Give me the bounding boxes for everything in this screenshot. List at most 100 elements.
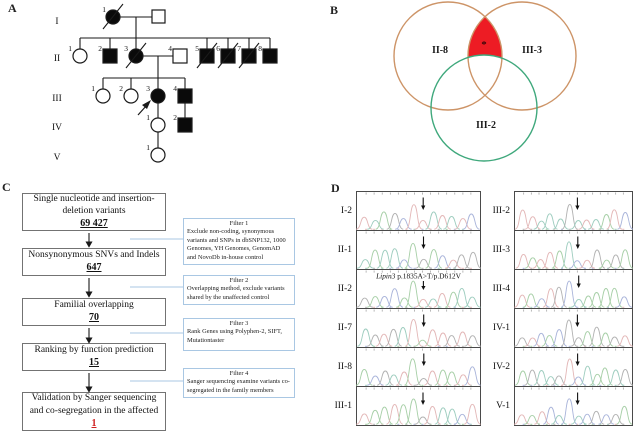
- chromatogram-row-II-7: II-7: [322, 308, 481, 348]
- chromatogram-trace: [356, 386, 481, 426]
- individual-number: 1: [146, 143, 150, 152]
- flow-step-1: Single nucleotide and insertion-deletion…: [22, 193, 166, 231]
- individual-number: 1: [68, 44, 72, 53]
- chromatogram-trace: [356, 191, 481, 231]
- chromatogram-row-label: IV-1: [492, 323, 510, 333]
- flow-step-count: 647: [86, 262, 102, 274]
- individual-number: 3: [146, 84, 150, 93]
- chromatogram-row-label: IV-2: [492, 362, 510, 372]
- variant-annotation: Lipin3 p.1835A>T/p.D612V: [375, 272, 462, 281]
- variant-arrow-icon: [575, 197, 580, 210]
- individual-number: 1: [102, 5, 106, 14]
- chromatogram-row-label: III-4: [492, 284, 510, 294]
- chromatogram-row-IV-1: IV-1: [482, 308, 633, 348]
- chromatogram-row-label: II-1: [337, 245, 352, 255]
- chromatogram-row-I-2: I-2: [322, 191, 481, 231]
- variant-arrow-icon: [575, 392, 580, 405]
- chromatogram-row-label: II-2: [337, 284, 352, 294]
- chromatogram-row-IV-2: IV-2: [482, 347, 633, 387]
- generation-label: II: [54, 54, 60, 64]
- intersection-asterisk: *: [481, 39, 487, 51]
- individual-number: 2: [173, 113, 177, 122]
- generation-label: V: [54, 153, 61, 163]
- individual-number: 1: [91, 84, 95, 93]
- chromatogram-row-V-1: V-1: [482, 386, 633, 426]
- chromatogram-trace: [356, 308, 481, 348]
- individual-numbers: 1 1 2 3 4 5 6 7 8 1 2 3 4 1 2 1: [68, 5, 262, 152]
- flow-step-4: Ranking by function prediction 15: [22, 343, 166, 371]
- individual-number: 2: [98, 44, 102, 53]
- filter-text: Overlapping method, exclude variants sha…: [187, 285, 285, 301]
- chromatogram-row-label: II-7: [337, 323, 352, 333]
- generation-label: I: [55, 17, 58, 27]
- individual-number: 6: [216, 44, 220, 53]
- deceased-slash-icon: [125, 42, 147, 69]
- flow-step-count: 69 427: [80, 218, 108, 230]
- pedigree-individual-II-8: [262, 48, 278, 64]
- chromatogram-trace: Lipin3 p.1835A>T/p.D612V: [356, 269, 481, 309]
- flow-step-text: Nonsynonymous SNVs and Indels: [28, 250, 160, 261]
- chromatogram-row-label: V-1: [496, 401, 510, 411]
- pedigree-symbols: [72, 9, 278, 163]
- pedigree-individual-IV-2: [177, 117, 193, 133]
- chromatogram-row-label: III-2: [492, 206, 510, 216]
- filter-box-3: Filter 3 Rank Genes using Polyphen-2, SI…: [183, 318, 295, 351]
- variant-arrow-icon: [421, 236, 426, 249]
- filter-text: Sanger sequencing examine variants co-se…: [187, 378, 290, 394]
- panel-b-label: B: [330, 3, 339, 17]
- chromatogram-trace: [356, 347, 481, 387]
- deceased-slash-icon: [217, 42, 239, 69]
- flow-step-count: 1: [91, 417, 97, 429]
- variant-arrow-icon: [575, 236, 580, 249]
- chromatogram-column-left: I-2 II-1 II-2 Lipin3 p.1835A>T/p.D612V II-7 I…: [322, 191, 481, 426]
- generation-label: IV: [52, 123, 62, 133]
- chromatogram-trace: [514, 308, 633, 348]
- chromatogram-row-III-4: III-4: [482, 269, 633, 309]
- variant-arrow-icon: [421, 197, 426, 210]
- venn-circle-III-2: [430, 54, 538, 162]
- filter-title: Filter 4: [229, 370, 249, 377]
- individual-number: 4: [168, 44, 172, 53]
- chromatogram-row-III-2: III-2: [482, 191, 633, 231]
- venn-circle-III-3: [467, 1, 577, 111]
- chromatogram-row-II-8: II-8: [322, 347, 481, 387]
- individual-number: 7: [237, 44, 241, 53]
- pedigree-individual-II-2: [102, 48, 118, 64]
- pedigree-chart: I II III IV V: [52, 3, 278, 163]
- filter-box-1: Filter 1 Exclude non-coding, synonymous …: [183, 218, 295, 265]
- variant-arrow-icon: [575, 314, 580, 327]
- pedigree-individual-III-3: [150, 88, 166, 104]
- pedigree-individual-III-2: [123, 88, 139, 104]
- pedigree-individual-V-1: [150, 147, 166, 163]
- chromatogram-row-III-3: III-3: [482, 230, 633, 270]
- chromatogram-trace: [514, 347, 633, 387]
- filter-title: Filter 2: [229, 277, 249, 284]
- pedigree-individual-III-4: [177, 88, 193, 104]
- venn-label-II-8: II-8: [432, 45, 448, 56]
- venn-diagram: II-8 III-3 III-2 *: [393, 1, 577, 162]
- filter-text: Rank Genes using Polyphen-2, SIFT, Mutat…: [187, 328, 283, 344]
- individual-number: 5: [195, 44, 199, 53]
- filter-title: Filter 1: [229, 220, 249, 227]
- filter-title: Filter 3: [229, 320, 249, 327]
- flow-step-count: 70: [89, 312, 99, 324]
- flow-step-text: Single nucleotide and insertion-deletion…: [33, 193, 155, 217]
- deceased-slash-icon: [196, 42, 218, 69]
- venn-circle-II-8: [393, 1, 503, 111]
- pedigree-relationship-lines: [79, 16, 271, 148]
- variant-arrow-icon: [421, 353, 426, 366]
- variant-arrow-icon: [420, 392, 426, 405]
- panel-c-label: C: [2, 180, 11, 194]
- flow-step-5: Validation by Sanger sequencing and co-s…: [22, 392, 166, 431]
- proband-arrow-icon: [137, 100, 151, 116]
- generation-label: III: [52, 94, 62, 104]
- generation-labels: I II III IV V: [52, 17, 62, 163]
- individual-number: 8: [258, 44, 262, 53]
- pedigree-individual-II-1: [72, 48, 88, 64]
- chromatogram-trace: [514, 230, 633, 270]
- chromatogram-trace: [514, 386, 633, 426]
- filter-text: Exclude non-coding, synonymous variants …: [187, 228, 286, 261]
- panel-a-label: A: [8, 1, 17, 15]
- flow-step-text: Familial overlapping: [54, 300, 134, 311]
